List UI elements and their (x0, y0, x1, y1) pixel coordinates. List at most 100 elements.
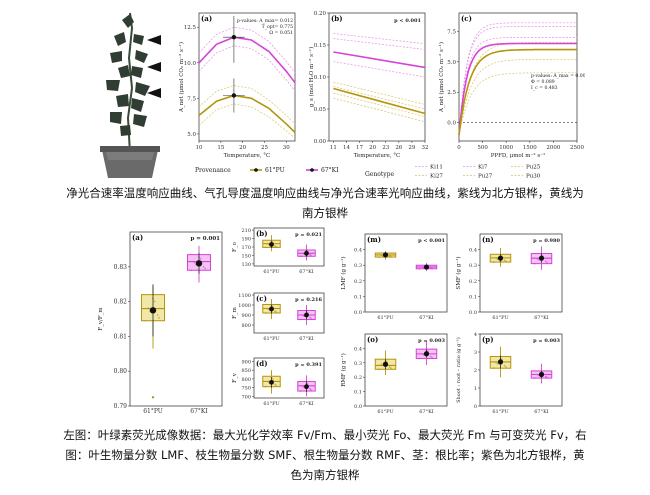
jitter-point (390, 255, 392, 258)
y-axis-label: F_o (232, 241, 238, 252)
mean-point (497, 255, 504, 261)
jitter-point (421, 353, 424, 355)
chart-o-rmf-boxplot: 0.0 0.1 0.2 0.3 0.4 RMF (g g⁻¹) (o) 61°PU 67°KI p… (340, 333, 448, 415)
jitter-point (496, 362, 499, 365)
jitter-point (299, 390, 302, 392)
y-tick-label: 0.83 (114, 264, 128, 271)
legend: Provenance 61°PU 67°KI Genotype Ki11 Ki7 Pu25 K… (195, 165, 541, 180)
p-value-annotation: Ω = 0.051 (269, 30, 293, 36)
x-tick-label: 1500 (523, 145, 537, 151)
y-tick-label: 0.00 (314, 139, 327, 145)
y-tick-label: 700 (241, 394, 251, 400)
y-axis-label: Shoot : root – ratio (g g⁻¹) (455, 337, 462, 403)
y-tick-label: 170 (241, 245, 251, 251)
y-axis-label: SMF (g g⁻¹) (455, 256, 462, 289)
x-tick-label: 1000 (499, 145, 513, 151)
y-tick-label: 0.0 (447, 121, 456, 127)
jitter-point (267, 243, 269, 245)
p-value-annotation: p-values: A_max= 0.012 (237, 18, 293, 24)
jitter-point (380, 254, 383, 257)
p-value-annotation: p = 0.001 (190, 236, 220, 242)
arrow-markers (147, 35, 161, 98)
category-label: 67°KI (419, 315, 434, 321)
x-tick-label: 23 (382, 145, 389, 151)
jitter-point (429, 267, 432, 269)
mean-point (497, 359, 504, 365)
jitter-point (537, 258, 540, 261)
y-tick-label: 0.2 (469, 279, 477, 285)
plot-frame (198, 12, 296, 142)
x-tick-label: 30 (283, 145, 290, 151)
category-label: 61°PU (263, 401, 279, 407)
legend-point (310, 168, 314, 172)
series-line-south (198, 94, 296, 134)
jitter-point (309, 388, 311, 390)
jitter-point (302, 385, 304, 388)
mean-point (304, 250, 309, 256)
genotype-curve-south (333, 81, 426, 105)
jitter-point (147, 307, 150, 310)
category-label: 67°KI (299, 401, 314, 407)
genotype-curve-north (333, 61, 426, 78)
y-tick-label: 900 (241, 359, 251, 365)
jitter-point (495, 361, 498, 364)
legend-provenance-item: 67°KI (321, 167, 339, 174)
jitter-point (193, 261, 196, 264)
y-tick-label: 0.80 (114, 368, 128, 375)
legend-genotype-item: Pu25 (526, 165, 541, 171)
panel-label: (n) (482, 235, 494, 244)
legend-genotype-item: Pu30 (526, 174, 541, 180)
jitter-point (533, 377, 536, 379)
category-label: 67°KI (419, 409, 434, 415)
seedling-in-pot-photo (100, 12, 160, 178)
x-axis-label: Temperature, °C (354, 153, 401, 159)
top-caption-line-2: 南方银桦 (302, 206, 348, 220)
legend-provenance-title: Provenance (195, 167, 231, 174)
category-label: 67°KI (190, 408, 208, 415)
x-tick-label: 500 (477, 145, 488, 151)
y-tick-label: 7.5 (187, 96, 196, 102)
y-tick-label: 0.3 (354, 263, 362, 269)
jitter-point (492, 367, 495, 370)
category-label: 61°PU (492, 409, 508, 415)
y-tick-label: 0.0 (354, 404, 362, 410)
jitter-point (302, 314, 304, 317)
jitter-point (418, 357, 421, 360)
panel-label: (a) (201, 14, 212, 23)
plot-frame (364, 333, 448, 407)
y-tick-label: 900 (241, 313, 251, 319)
y-tick-label: 130 (241, 262, 251, 268)
category-label: 67°KI (299, 269, 314, 275)
bottom-caption-line-3: 色为南方银桦 (290, 468, 360, 482)
arrow-icon-2 (147, 62, 161, 72)
y-tick-label: 0.05 (314, 107, 327, 113)
y-tick-label: 0.1 (469, 294, 477, 300)
bottom-caption: 左图：叶绿素荧光成像数据：最大光化学效率 Fv/Fm、最小荧光 Fo、最大荧光 … (0, 425, 650, 485)
y-tick-label: 0.4 (354, 346, 362, 352)
jitter-point (546, 261, 548, 264)
series-line-south (458, 48, 577, 136)
chart-c-light-response: 0.0 2.5 5.0 7.5 0 500 1000 1500 2000 2500 PPFD, μm… (438, 12, 585, 159)
panel-label: (c) (461, 14, 472, 23)
y-tick-label: 5.0 (447, 60, 456, 66)
jitter-point (505, 366, 507, 368)
jitter-point (492, 261, 495, 263)
y-tick-label: 10.0 (184, 61, 197, 67)
y-tick-label: 1100 (238, 293, 251, 299)
jitter-point (533, 262, 536, 265)
genotype-curve-north (458, 22, 577, 135)
genotype-curve-south (333, 86, 426, 110)
plot-frame (458, 12, 578, 142)
chart-p-shoot-root-boxplot: 0 1 2 3 4 Shoot : root – ratio (g g⁻¹) (p) 61°P… (455, 332, 563, 415)
p-value-annotation: p = 0.216 (295, 297, 322, 303)
mean-point (304, 312, 309, 318)
p-value-annotation: p-values: A_max = 0.005 (531, 73, 585, 79)
genotype-curve-north (198, 26, 296, 73)
category-label: 61°PU (263, 336, 279, 342)
mean-point (195, 260, 203, 267)
y-tick-label: 2 (474, 368, 477, 374)
chart-n-smf-boxplot: 0.0 0.1 0.2 0.3 0.4 SMF (g g⁻¹) (n) 61°PU 67°KI p… (455, 233, 563, 321)
mean-point (423, 264, 430, 270)
jitter-point (544, 375, 547, 378)
y-tick-label: 0.1 (354, 294, 362, 300)
